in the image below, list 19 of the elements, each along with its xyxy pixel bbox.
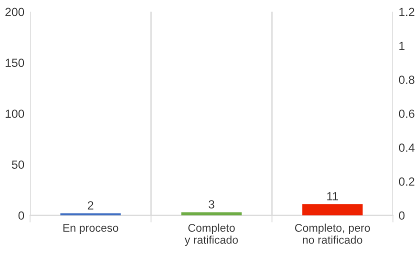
x-tick-label: En proceso xyxy=(63,224,118,234)
y2-tick-label: 1 xyxy=(399,42,404,50)
y-tick-label: 50 xyxy=(12,160,24,169)
y2-tick-label: 0 xyxy=(398,211,405,220)
bar xyxy=(302,204,363,216)
data-label: 3 xyxy=(208,200,214,209)
y2-tick-label: 0.8 xyxy=(398,76,414,84)
y2-tick-label: 0.6 xyxy=(398,110,414,118)
y2-tick-label: 0.2 xyxy=(398,177,414,186)
y2-tick-label: 1.2 xyxy=(399,8,414,16)
data-label: 11 xyxy=(327,192,338,200)
y-tick-label: 200 xyxy=(5,8,24,16)
y-tick-label: 150 xyxy=(6,58,24,68)
data-label: 2 xyxy=(88,201,94,210)
x-tick-label: Completo, pero no ratificado xyxy=(295,224,370,244)
x-tick-label: Completo y ratificado xyxy=(184,224,238,246)
y-tick-label: 100 xyxy=(6,110,24,118)
y2-tick-label: 0.4 xyxy=(398,144,415,152)
y-tick-label: 0 xyxy=(18,211,24,220)
